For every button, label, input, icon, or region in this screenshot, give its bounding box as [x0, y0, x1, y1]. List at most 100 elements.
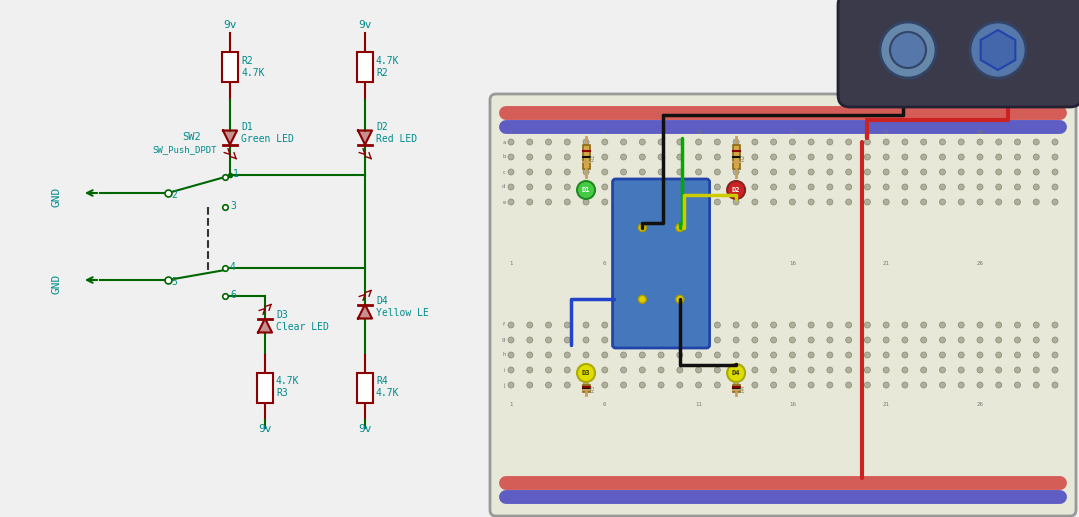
Circle shape [640, 139, 645, 145]
Circle shape [602, 154, 607, 160]
Circle shape [620, 184, 627, 190]
Circle shape [958, 322, 965, 328]
Circle shape [620, 199, 627, 205]
Circle shape [583, 139, 589, 145]
Circle shape [1014, 352, 1021, 358]
Text: R1: R1 [590, 153, 596, 161]
Text: R2: R2 [241, 55, 252, 66]
Circle shape [884, 352, 889, 358]
Circle shape [1014, 337, 1021, 343]
Circle shape [884, 154, 889, 160]
Circle shape [790, 322, 795, 328]
Circle shape [508, 367, 514, 373]
Circle shape [976, 367, 983, 373]
Circle shape [640, 322, 645, 328]
Circle shape [677, 184, 683, 190]
Text: 2: 2 [170, 190, 177, 200]
Circle shape [846, 169, 851, 175]
Circle shape [958, 352, 965, 358]
Circle shape [714, 337, 721, 343]
Circle shape [752, 169, 757, 175]
Circle shape [976, 199, 983, 205]
Text: 9v: 9v [258, 424, 272, 434]
Text: GND: GND [52, 187, 62, 207]
Circle shape [714, 154, 721, 160]
Bar [583, 145, 589, 169]
Text: R2: R2 [740, 153, 746, 161]
Circle shape [976, 139, 983, 145]
Circle shape [770, 199, 777, 205]
Circle shape [920, 367, 927, 373]
Circle shape [920, 169, 927, 175]
Circle shape [696, 382, 701, 388]
Text: 26: 26 [976, 403, 983, 407]
Circle shape [827, 382, 833, 388]
Text: 21: 21 [883, 403, 890, 407]
Circle shape [970, 22, 1026, 78]
Bar [257, 373, 273, 403]
Circle shape [675, 224, 684, 232]
Circle shape [1034, 382, 1039, 388]
Circle shape [733, 139, 739, 145]
Circle shape [620, 337, 627, 343]
Circle shape [620, 139, 627, 145]
Circle shape [564, 139, 571, 145]
Circle shape [602, 139, 607, 145]
Circle shape [1034, 322, 1039, 328]
Circle shape [564, 352, 571, 358]
Circle shape [808, 322, 815, 328]
Circle shape [884, 169, 889, 175]
Circle shape [827, 139, 833, 145]
Circle shape [902, 199, 907, 205]
Circle shape [827, 367, 833, 373]
Circle shape [620, 367, 627, 373]
Circle shape [920, 322, 927, 328]
Circle shape [846, 337, 851, 343]
Circle shape [864, 367, 871, 373]
Circle shape [508, 337, 514, 343]
Circle shape [958, 337, 965, 343]
Circle shape [958, 154, 965, 160]
Circle shape [677, 337, 683, 343]
Circle shape [583, 184, 589, 190]
Text: D1: D1 [582, 187, 590, 193]
Circle shape [827, 184, 833, 190]
Text: 11: 11 [695, 403, 702, 407]
Text: R3: R3 [276, 388, 288, 399]
Circle shape [527, 367, 533, 373]
Circle shape [884, 322, 889, 328]
Circle shape [770, 322, 777, 328]
Circle shape [1014, 199, 1021, 205]
Circle shape [884, 184, 889, 190]
Circle shape [508, 169, 514, 175]
Text: Red LED: Red LED [375, 133, 418, 144]
Circle shape [1052, 169, 1058, 175]
Text: 26: 26 [976, 129, 983, 134]
Circle shape [790, 184, 795, 190]
Circle shape [790, 169, 795, 175]
Text: Yellow LE: Yellow LE [375, 308, 428, 317]
Circle shape [1034, 184, 1039, 190]
Circle shape [714, 199, 721, 205]
Circle shape [846, 322, 851, 328]
Text: 4.7K: 4.7K [375, 55, 399, 66]
Circle shape [1014, 184, 1021, 190]
Circle shape [846, 184, 851, 190]
Text: SW_Push_DPDT: SW_Push_DPDT [152, 145, 217, 154]
Circle shape [890, 32, 926, 68]
Circle shape [940, 139, 945, 145]
Circle shape [583, 352, 589, 358]
Text: h: h [502, 353, 506, 357]
Circle shape [958, 367, 965, 373]
Polygon shape [358, 305, 372, 318]
Circle shape [583, 367, 589, 373]
Circle shape [1052, 199, 1058, 205]
Circle shape [1034, 337, 1039, 343]
Circle shape [940, 322, 945, 328]
Circle shape [902, 367, 907, 373]
Circle shape [1052, 184, 1058, 190]
Circle shape [696, 199, 701, 205]
Circle shape [677, 199, 683, 205]
Circle shape [752, 367, 757, 373]
Circle shape [714, 352, 721, 358]
